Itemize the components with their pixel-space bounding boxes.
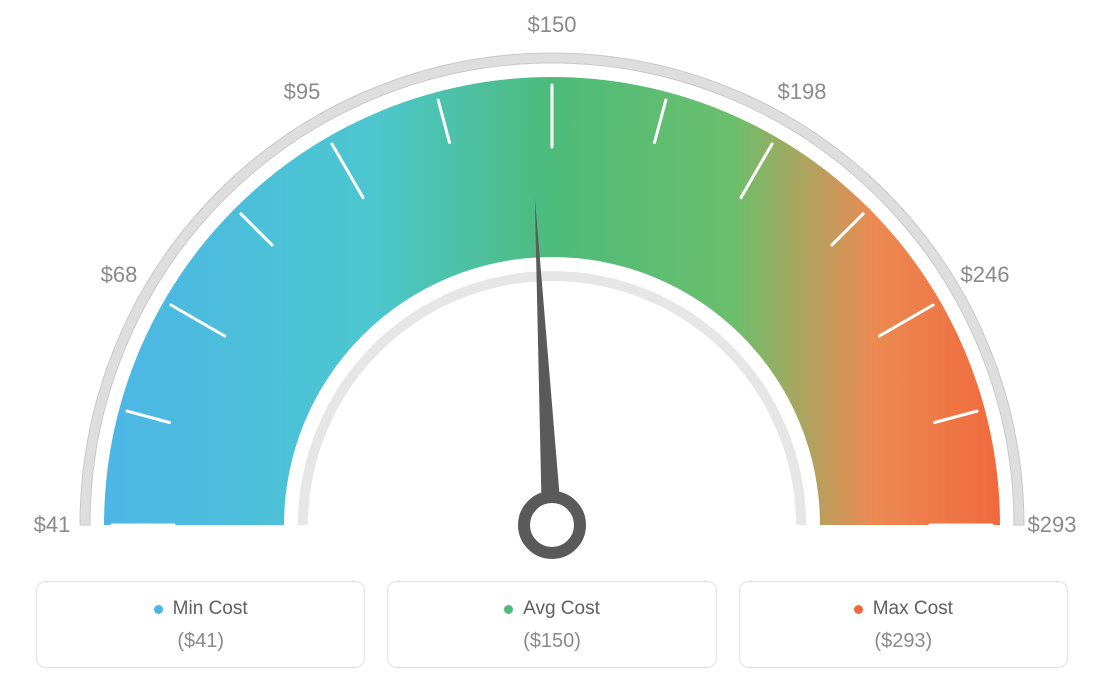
gauge-tick-label: $68 — [101, 262, 138, 288]
gauge-tick-label: $246 — [961, 262, 1010, 288]
legend-card-min: Min Cost ($41) — [36, 581, 365, 668]
legend-title-avg: Avg Cost — [504, 598, 600, 620]
legend-title-min: Min Cost — [154, 598, 248, 620]
legend-value: ($41) — [47, 630, 354, 653]
gauge-svg — [0, 0, 1104, 560]
gauge-tick-label: $95 — [284, 79, 321, 105]
gauge-tick-label: $293 — [1028, 512, 1077, 538]
legend-label: Max Cost — [873, 598, 953, 620]
legend-value: ($150) — [398, 630, 705, 653]
legend-row: Min Cost ($41) Avg Cost ($150) Max Cost … — [36, 581, 1068, 668]
dot-icon — [154, 605, 163, 614]
legend-label: Avg Cost — [523, 598, 600, 620]
dot-icon — [504, 605, 513, 614]
dot-icon — [854, 605, 863, 614]
legend-card-max: Max Cost ($293) — [739, 581, 1068, 668]
legend-title-max: Max Cost — [854, 598, 953, 620]
legend-card-avg: Avg Cost ($150) — [387, 581, 716, 668]
legend-label: Min Cost — [173, 598, 248, 620]
legend-value: ($293) — [750, 630, 1057, 653]
gauge-tick-label: $150 — [528, 12, 577, 38]
gauge-chart: $41 $68 $95 $150 $198 $246 $293 — [0, 0, 1104, 560]
gauge-tick-label: $41 — [34, 512, 71, 538]
gauge-tick-label: $198 — [778, 79, 827, 105]
